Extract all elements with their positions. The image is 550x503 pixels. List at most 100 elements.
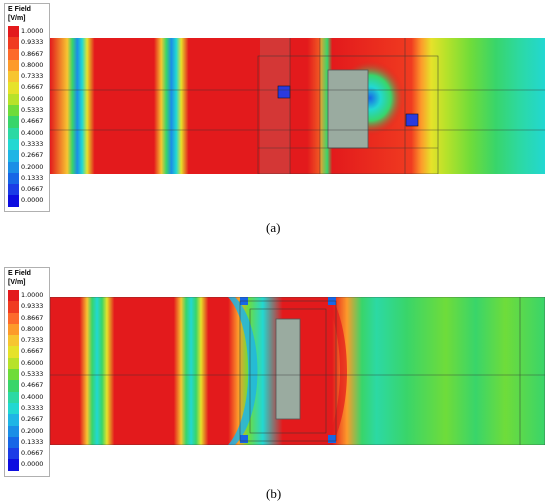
legend-entry: 0.0667	[8, 184, 48, 196]
legend-entry: 0.2667	[8, 150, 48, 162]
legend-swatch	[8, 380, 19, 392]
panel-caption-b: (b)	[266, 486, 282, 501]
legend-swatch	[8, 150, 19, 162]
legend-swatch	[8, 37, 19, 49]
legend-value: 0.8000	[21, 60, 44, 69]
legend-entry: 0.6000	[8, 357, 48, 370]
legend-value: 0.8667	[21, 313, 44, 322]
legend-swatch	[8, 184, 19, 196]
legend-entry: 0.7333	[8, 335, 48, 347]
legend-swatch	[8, 195, 19, 207]
legend-swatch	[8, 172, 19, 185]
legend-swatch	[8, 391, 19, 403]
legend-entry: 0.9333	[8, 301, 48, 313]
legend-value: 1.0000	[21, 27, 44, 35]
legend-swatch	[8, 105, 19, 117]
legend-value: 0.6000	[21, 358, 44, 367]
legend-entry: 0.0000	[8, 195, 48, 207]
legend-entry: 0.8000	[8, 323, 48, 336]
legend-value: 0.2000	[21, 162, 44, 171]
legend-value: 0.8667	[21, 49, 44, 58]
legend-entry: 0.6667	[8, 82, 48, 94]
legend-entry: 0.5333	[8, 369, 48, 381]
legend-value: 0.3333	[21, 403, 44, 412]
legend-unit: [V/m]	[8, 279, 26, 286]
legend-value: 0.2667	[21, 415, 44, 424]
legend-entry: 1.0000	[8, 290, 48, 302]
legend-value: 0.0667	[21, 185, 44, 194]
legend-entry: 0.9333	[8, 37, 48, 49]
legend-entry: 0.2000	[8, 161, 48, 173]
legend-title: E Field	[8, 270, 31, 277]
legend-value: 0.1333	[21, 173, 44, 182]
legend-entry: 0.1333	[8, 436, 48, 449]
legend-value: 0.9333	[21, 38, 44, 47]
legend-swatch	[8, 312, 19, 324]
legend-swatch	[8, 323, 19, 336]
legend-swatch	[8, 48, 19, 60]
field-panel-b: E Field [V/m] 1.0000 0.9333 0.8667 0.8000 0.…	[0, 262, 550, 503]
legend-swatch	[8, 346, 19, 358]
legend-entry: 0.8667	[8, 312, 48, 324]
legend-entry: 0.0000	[8, 459, 48, 471]
field-panel-a: E Field [V/m] 1.0000 0.9333 0.8667 0.8000 0.…	[0, 0, 550, 245]
legend-unit: [V/m]	[8, 15, 26, 22]
legend-scale: 1.0000 0.9333 0.8667 0.8000 0.7333 0.6667 0.60…	[8, 290, 48, 471]
legend-value: 0.2667	[21, 151, 44, 160]
legend-value: 0.3333	[21, 139, 44, 148]
legend-swatch	[8, 116, 19, 128]
legend-value: 0.1333	[21, 437, 44, 446]
legend-value: 0.8000	[21, 324, 44, 333]
legend-swatch	[8, 459, 19, 471]
legend-entry: 0.0667	[8, 448, 48, 460]
legend-value: 0.6000	[21, 94, 44, 103]
legend-value: 0.4000	[21, 128, 44, 137]
legend-swatch	[8, 82, 19, 94]
legend-entry: 0.8667	[8, 48, 48, 60]
legend-swatch	[8, 335, 19, 347]
legend-value: 0.5333	[21, 106, 44, 115]
legend-swatch	[8, 138, 19, 151]
legend-swatch	[8, 127, 19, 139]
legend-value: 0.4667	[21, 117, 44, 126]
legend-value: 0.6667	[21, 83, 44, 92]
legend-swatch	[8, 425, 19, 437]
legend-swatch	[8, 71, 19, 83]
legend-entry: 0.3333	[8, 138, 48, 151]
legend-value: 0.0000	[21, 460, 44, 469]
legend-swatch	[8, 436, 19, 449]
legend-entry: 0.4000	[8, 127, 48, 139]
legend-entry: 0.6000	[8, 93, 48, 106]
colorbar-legend: E Field [V/m] 1.0000 0.9333 0.8667 0.8000 0.…	[4, 267, 50, 477]
legend-entry: 0.2000	[8, 425, 48, 437]
legend-scale: 1.0000 0.9333 0.8667 0.8000 0.7333 0.6667 0.60…	[8, 26, 48, 207]
legend-swatch	[8, 414, 19, 426]
legend-entry: 0.8000	[8, 59, 48, 72]
e-field-plot	[50, 38, 545, 174]
legend-swatch	[8, 59, 19, 72]
legend-value: 0.9333	[21, 302, 44, 311]
legend-value: 1.0000	[21, 291, 44, 299]
legend-value: 0.7333	[21, 72, 44, 81]
legend-entry: 0.4000	[8, 391, 48, 403]
legend-entry: 0.1333	[8, 172, 48, 185]
legend-entry: 1.0000	[8, 26, 48, 38]
legend-value: 0.7333	[21, 336, 44, 345]
panel-caption-a: (a)	[266, 220, 281, 235]
legend-swatch	[8, 93, 19, 106]
legend-entry: 0.6667	[8, 346, 48, 358]
colorbar-legend: E Field [V/m] 1.0000 0.9333 0.8667 0.8000 0.…	[4, 3, 50, 212]
legend-entry: 0.4667	[8, 380, 48, 392]
legend-entry: 0.4667	[8, 116, 48, 128]
legend-entry: 0.2667	[8, 414, 48, 426]
legend-swatch	[8, 369, 19, 381]
legend-value: 0.6667	[21, 347, 44, 356]
legend-swatch	[8, 448, 19, 460]
legend-entry: 0.5333	[8, 105, 48, 117]
legend-swatch	[8, 357, 19, 370]
legend-swatch	[8, 161, 19, 173]
legend-swatch	[8, 301, 19, 313]
legend-value: 0.0000	[21, 196, 44, 205]
legend-entry: 0.7333	[8, 71, 48, 83]
legend-swatch	[8, 402, 19, 415]
